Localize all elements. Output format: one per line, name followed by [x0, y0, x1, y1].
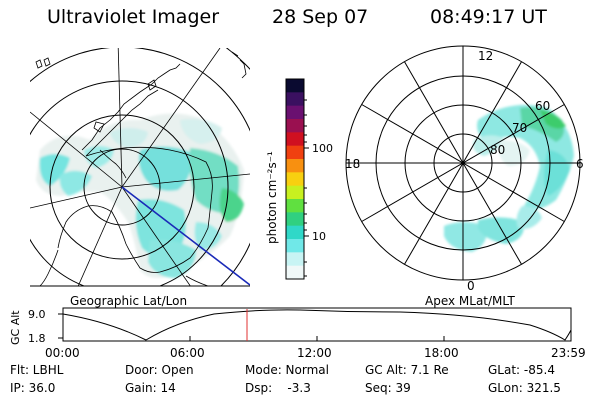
latitude-circles	[30, 48, 250, 286]
colorbar-tick-10: 10	[312, 230, 326, 243]
colorbar-stripe	[286, 185, 304, 200]
mlat-label-60: 60	[535, 99, 550, 113]
color-bar: 100 10 photon cm⁻²s⁻¹	[265, 78, 333, 280]
mlt-label-6: 6	[576, 157, 584, 171]
coastlines	[35, 51, 247, 286]
geographic-map	[30, 48, 250, 286]
info-filter: Flt: LBHL	[10, 363, 64, 377]
colorbar-tick-100: 100	[312, 142, 333, 155]
colorbar-stripe	[286, 172, 304, 187]
right-map-caption: Apex MLat/MLT	[425, 294, 515, 308]
colorbar-stripe	[286, 119, 304, 133]
colorbar-stripe	[286, 159, 304, 173]
colorbar-stripe	[286, 132, 304, 147]
info-seq: Seq: 39	[365, 381, 411, 395]
colorbar-stripe	[286, 145, 304, 160]
mlt-label-18: 18	[345, 157, 360, 171]
colorbar-stripe	[286, 105, 304, 120]
info-dsp: Dsp: -3.3	[245, 381, 311, 395]
colorbar-stripe	[286, 79, 304, 93]
altitude-curve	[62, 309, 572, 341]
time-tick-2359: 23:59	[551, 346, 586, 360]
time-tick-0000: 00:00	[45, 346, 80, 360]
time-tick-1800: 18:00	[424, 346, 459, 360]
colorbar-stripe	[286, 265, 304, 280]
subsatellite-meridian	[121, 186, 250, 286]
time-tick-0600: 06:00	[170, 346, 205, 360]
gcalt-tick-high: 9.0	[28, 308, 46, 321]
date-label: 28 Sep 07	[272, 6, 369, 28]
info-door: Door: Open	[125, 363, 194, 377]
mlt-label-0: 0	[467, 279, 475, 293]
mlat-label-80: 80	[490, 143, 505, 157]
colorbar-stripe	[286, 225, 304, 240]
mlat-label-70: 70	[512, 121, 527, 135]
mlt-label-12: 12	[478, 49, 493, 63]
magnetic-polar-map: 12 18 6 0 60 70 80	[345, 45, 584, 293]
info-glat: GLat: -85.4	[488, 363, 555, 377]
mlt-spokes	[346, 46, 580, 280]
gcalt-tick-low: 1.8	[28, 332, 46, 345]
gcalt-axis-label: GC Alt	[9, 310, 22, 345]
meridian-lines	[30, 48, 250, 286]
colorbar-stripe	[286, 199, 304, 213]
orbit-timeline: 9.0 1.8 GC Alt	[9, 307, 572, 345]
info-glon: GLon: 321.5	[488, 381, 561, 395]
time-label: 08:49:17 UT	[430, 6, 547, 28]
colorbar-stripe	[286, 92, 304, 107]
time-tick-1200: 12:00	[297, 346, 332, 360]
instrument-title: Ultraviolet Imager	[47, 6, 220, 28]
colorbar-stripe	[286, 239, 304, 253]
colorbar-stripe	[286, 212, 304, 227]
colorbar-unit-label: photon cm⁻²s⁻¹	[265, 151, 279, 244]
left-aurora-emission	[36, 113, 244, 278]
colorbar-stripe	[286, 252, 304, 267]
info-gc-alt: GC Alt: 7.1 Re	[365, 363, 449, 377]
left-map-caption: Geographic Lat/Lon	[70, 294, 188, 308]
info-gain: Gain: 14	[125, 381, 176, 395]
right-aurora-emission	[444, 104, 574, 252]
info-ip: IP: 36.0	[10, 381, 56, 395]
info-mode: Mode: Normal	[245, 363, 329, 377]
